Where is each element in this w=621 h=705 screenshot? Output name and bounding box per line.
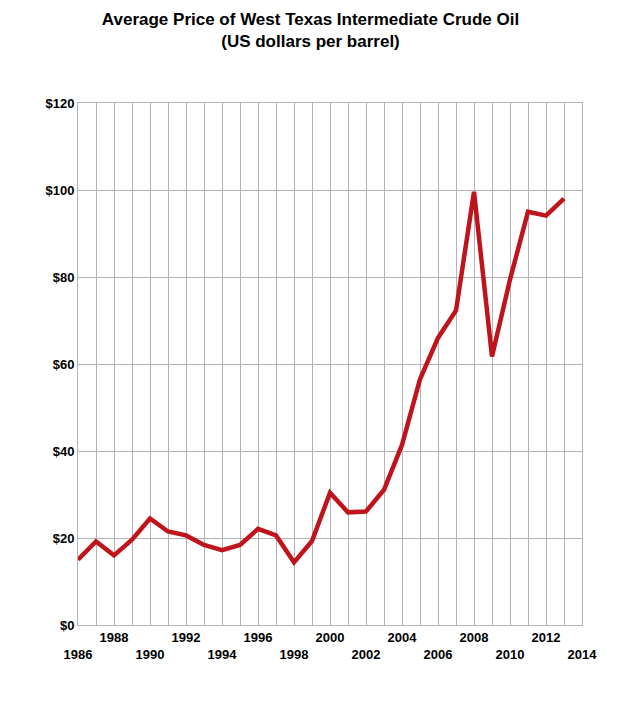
svg-text:Average Price of West Texas In: Average Price of West Texas Intermediate… <box>102 10 519 51</box>
svg-text:1996: 1996 <box>244 630 273 645</box>
svg-text:1990: 1990 <box>136 647 165 662</box>
svg-text:$100: $100 <box>45 183 74 198</box>
svg-text:2006: 2006 <box>424 647 453 662</box>
svg-text:$60: $60 <box>53 357 75 372</box>
svg-text:1994: 1994 <box>208 647 238 662</box>
svg-text:1988: 1988 <box>100 630 129 645</box>
svg-text:$120: $120 <box>45 96 74 111</box>
svg-text:2012: 2012 <box>532 630 561 645</box>
svg-text:2010: 2010 <box>496 647 525 662</box>
svg-text:2014: 2014 <box>568 647 598 662</box>
svg-text:$0: $0 <box>60 618 74 633</box>
svg-text:1998: 1998 <box>280 647 309 662</box>
svg-text:2004: 2004 <box>388 630 418 645</box>
svg-text:1986: 1986 <box>64 647 93 662</box>
svg-text:$40: $40 <box>53 444 75 459</box>
svg-text:$20: $20 <box>53 531 75 546</box>
svg-text:1992: 1992 <box>172 630 201 645</box>
svg-text:2002: 2002 <box>352 647 381 662</box>
svg-text:$80: $80 <box>53 270 75 285</box>
svg-text:2008: 2008 <box>460 630 489 645</box>
svg-text:2000: 2000 <box>316 630 345 645</box>
